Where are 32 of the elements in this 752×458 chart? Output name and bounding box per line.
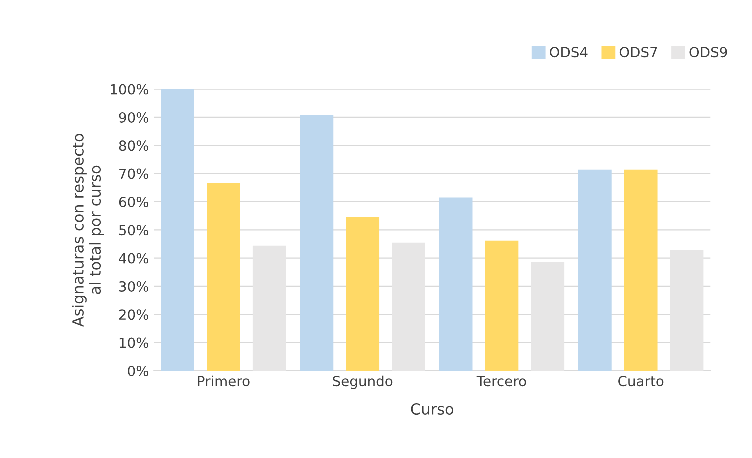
legend-label: ODS9 bbox=[690, 47, 728, 58]
y-tick-label: 70% bbox=[120, 168, 149, 180]
bar bbox=[578, 170, 612, 371]
bar bbox=[439, 198, 473, 371]
y-tick-label: 100% bbox=[111, 84, 149, 95]
x-axis-title: Curso bbox=[411, 403, 454, 415]
y-tick-label: 50% bbox=[120, 225, 149, 236]
x-tick-label: Segundo bbox=[333, 376, 393, 390]
y-tick-label: 20% bbox=[119, 310, 149, 320]
y-tick-label: 40% bbox=[119, 253, 149, 264]
bar bbox=[485, 240, 519, 371]
bar bbox=[392, 242, 426, 371]
legend-label: ODS7 bbox=[620, 47, 658, 58]
y-tick-label: 10% bbox=[120, 338, 149, 348]
x-tick-label: Primero bbox=[198, 376, 250, 387]
bar bbox=[252, 246, 286, 371]
y-tick-label: 90% bbox=[119, 112, 149, 123]
bar bbox=[624, 170, 658, 371]
x-tick-label: Tercero bbox=[476, 376, 526, 387]
y-tick-label: 0% bbox=[128, 366, 149, 376]
bar bbox=[531, 262, 565, 371]
y-tick-label: 60% bbox=[119, 196, 149, 208]
x-tick-label: Cuarto bbox=[618, 376, 664, 387]
y-tick-label: 30% bbox=[119, 281, 149, 292]
bar bbox=[300, 114, 334, 371]
legend-label: ODS4 bbox=[550, 47, 588, 58]
y-axis-title: Asignaturas con respecto al total por curso bbox=[72, 134, 104, 327]
y-tick-label: 80% bbox=[119, 140, 149, 152]
bar bbox=[207, 183, 240, 371]
bar bbox=[346, 217, 380, 371]
bar bbox=[161, 89, 195, 371]
bar bbox=[670, 250, 704, 371]
